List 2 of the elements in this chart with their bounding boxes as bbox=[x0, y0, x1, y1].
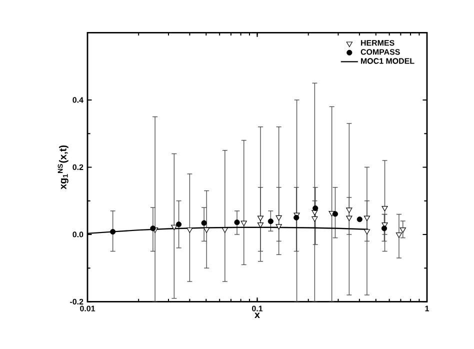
y-axis-title: xg$_{1}$$^{NS}$(x,t) bbox=[58, 145, 68, 190]
x-axis-title: x bbox=[254, 312, 260, 318]
